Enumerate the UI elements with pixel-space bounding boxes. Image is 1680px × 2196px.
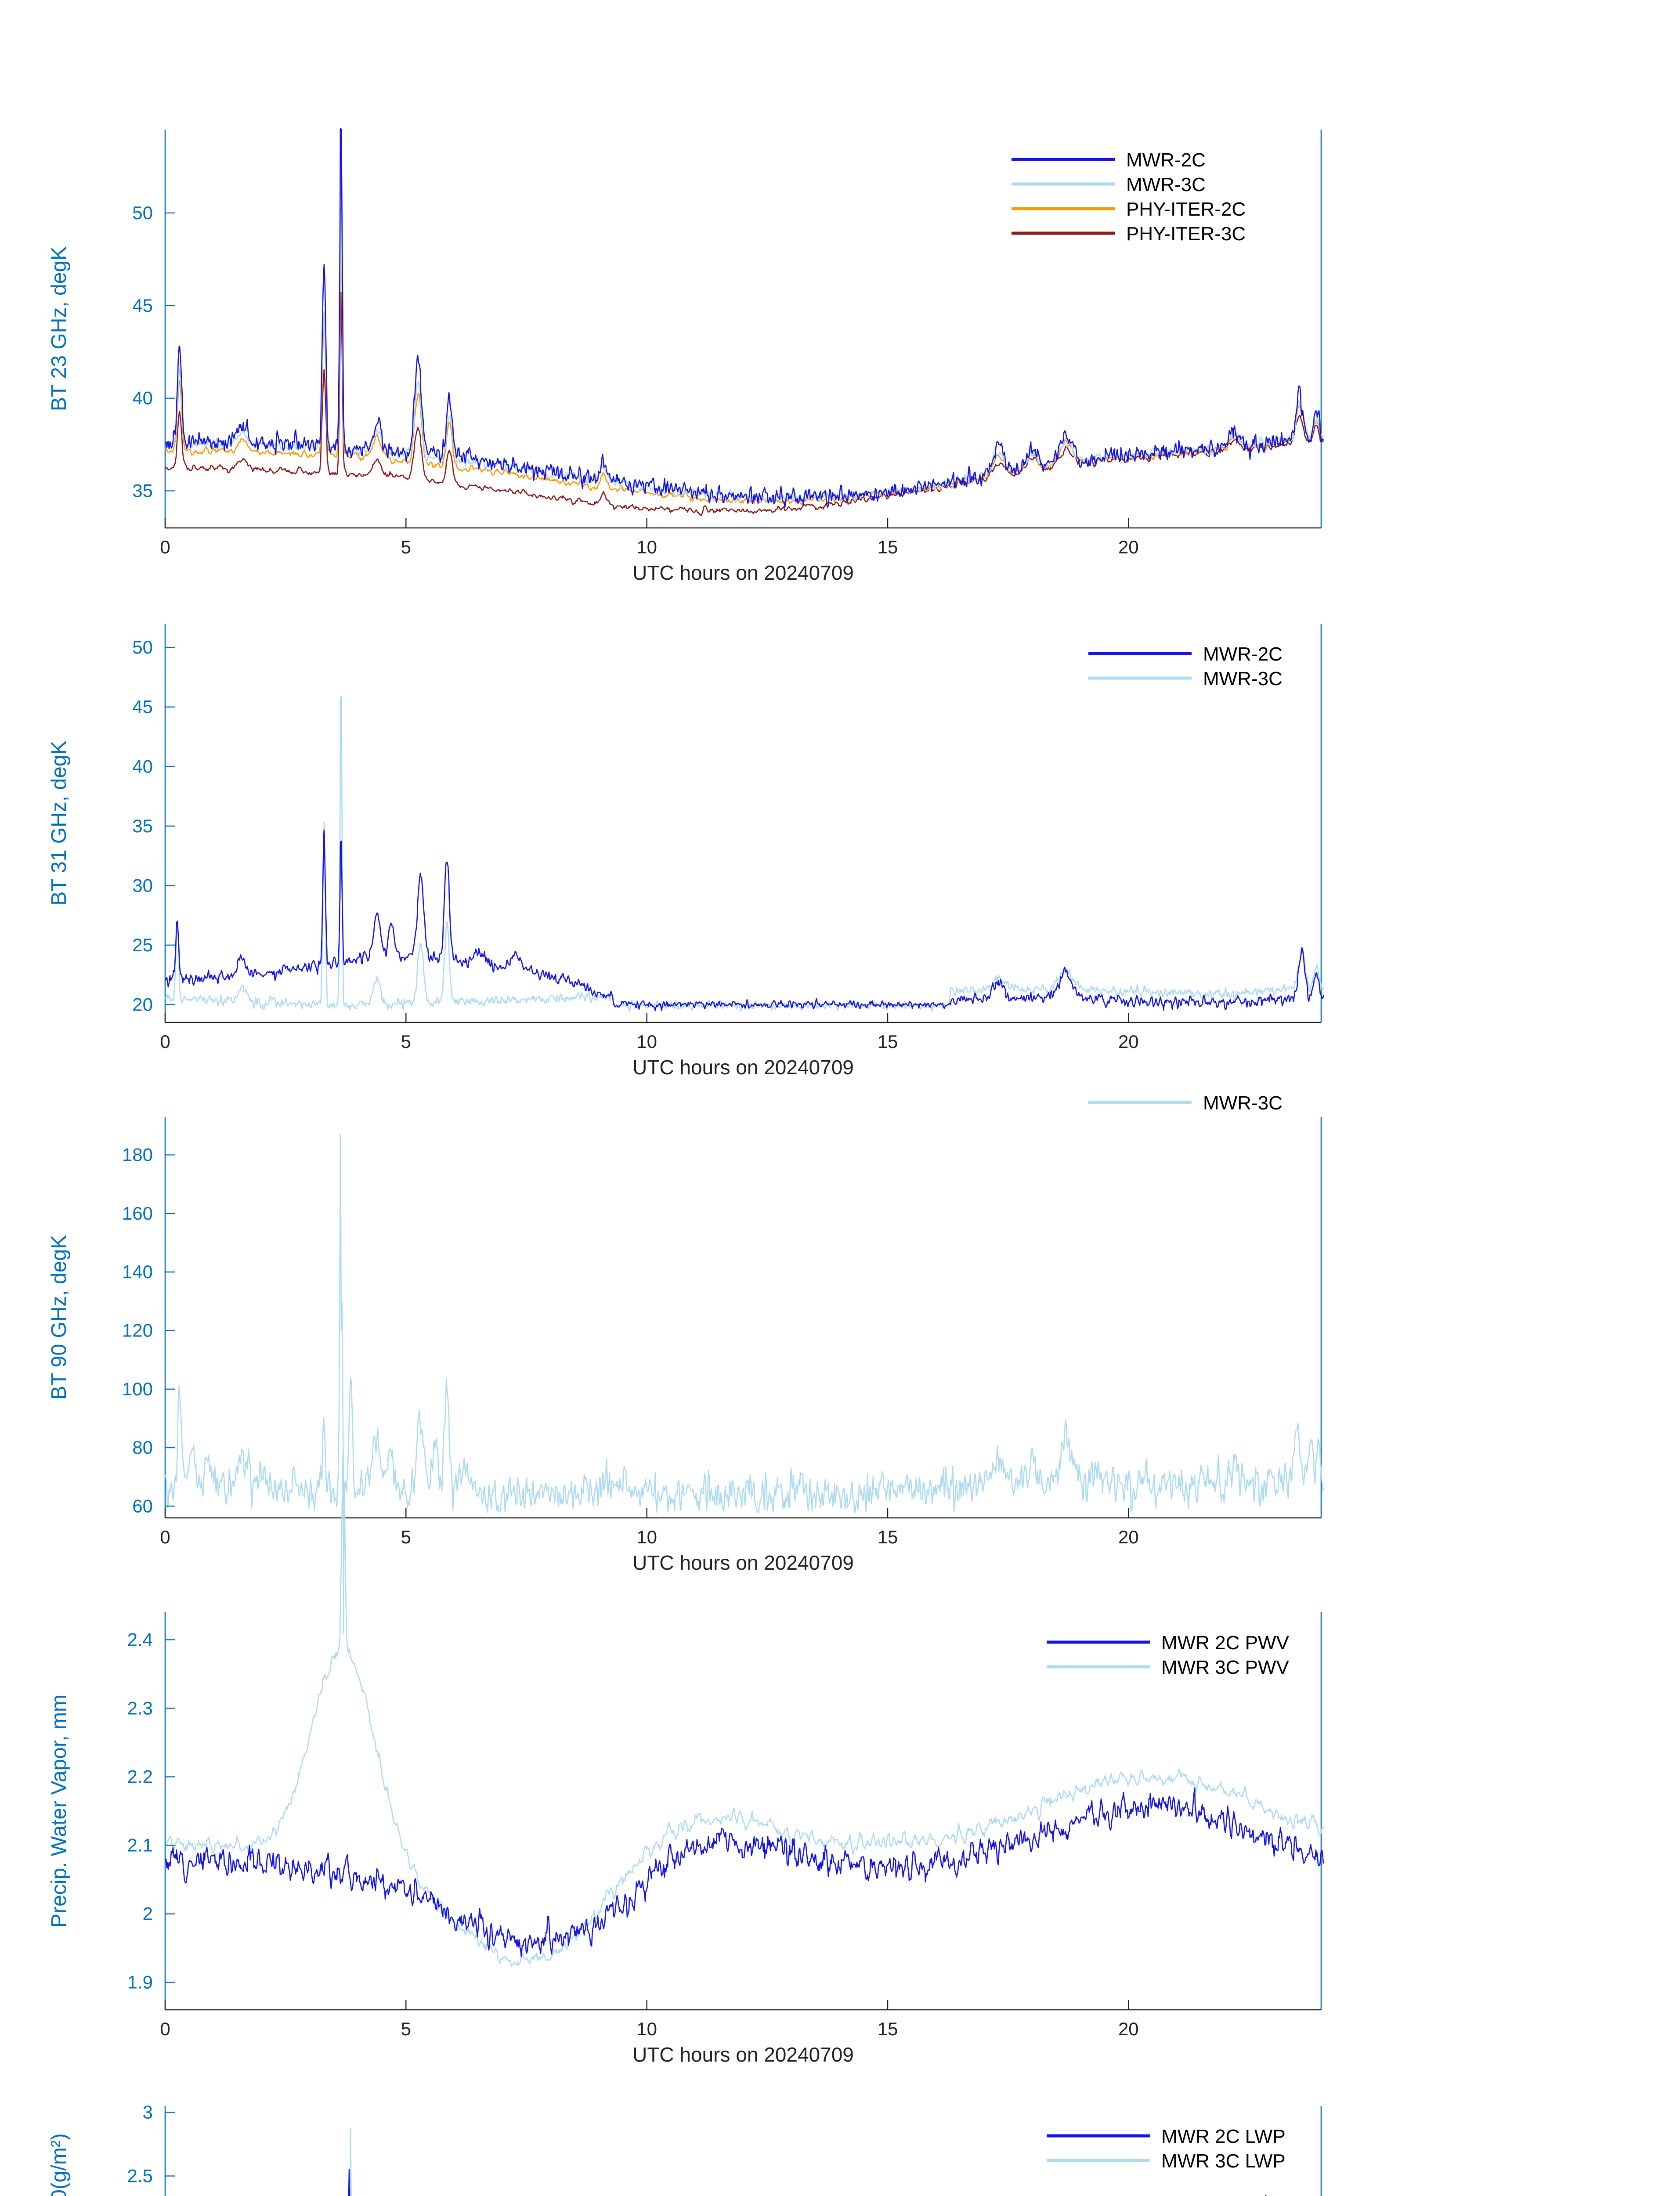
svg-text:2.1: 2.1 [127,1835,153,1856]
svg-text:80: 80 [132,1437,153,1458]
svg-text:15: 15 [878,1031,898,1052]
svg-text:MWR-2C: MWR-2C [1126,149,1206,171]
svg-text:BT 90 GHz, degK: BT 90 GHz, degK [47,1235,71,1400]
svg-text:50: 50 [132,202,153,223]
svg-text:5: 5 [401,537,411,557]
svg-text:MWR 3C LWP: MWR 3C LWP [1161,2150,1286,2172]
svg-text:0: 0 [160,1031,170,1052]
svg-text:2.3: 2.3 [127,1698,153,1718]
svg-text:5: 5 [401,1031,411,1052]
svg-text:60: 60 [132,1495,153,1516]
svg-text:BT 23 GHz, degK: BT 23 GHz, degK [47,246,71,411]
svg-text:3: 3 [143,2102,153,2123]
svg-text:2.5: 2.5 [127,2165,153,2186]
svg-text:20: 20 [1118,537,1139,557]
svg-text:10: 10 [636,1031,657,1052]
svg-text:PHY-ITER-2C: PHY-ITER-2C [1126,199,1246,220]
svg-text:0: 0 [160,2019,170,2039]
svg-text:35: 35 [132,480,153,501]
svg-text:20: 20 [1118,2019,1139,2039]
svg-text:140: 140 [122,1261,153,1282]
svg-text:10: 10 [636,537,657,557]
svg-text:2.2: 2.2 [127,1766,153,1787]
svg-text:0: 0 [160,1527,170,1547]
svg-text:15: 15 [878,1527,898,1547]
svg-text:40: 40 [132,388,153,408]
svg-text:20: 20 [132,994,153,1015]
svg-text:MWR 3C PWV: MWR 3C PWV [1161,1657,1290,1678]
svg-text:MWR 2C PWV: MWR 2C PWV [1161,1632,1290,1654]
svg-text:35: 35 [132,816,153,836]
svg-text:UTC hours on 20240709: UTC hours on 20240709 [632,1551,854,1574]
svg-text:45: 45 [132,295,153,316]
svg-text:Precip. Water Vapor, mm: Precip. Water Vapor, mm [47,1694,71,1928]
svg-text:1.9: 1.9 [127,1972,153,1993]
svg-text:20: 20 [1118,1031,1139,1052]
svg-text:40: 40 [132,756,153,777]
svg-text:20: 20 [1118,1527,1139,1547]
svg-text:180: 180 [122,1145,153,1165]
svg-text:0: 0 [160,537,170,557]
svg-text:BT 31 GHz, degK: BT 31 GHz, degK [47,740,71,905]
svg-text:5: 5 [401,2019,411,2039]
svg-text:5: 5 [401,1527,411,1547]
svg-text:UTC hours on 20240709: UTC hours on 20240709 [632,561,854,584]
svg-text:15: 15 [878,537,898,557]
svg-text:50: 50 [132,637,153,657]
svg-text:UTC hours on 20240709: UTC hours on 20240709 [632,1056,854,1079]
svg-text:30: 30 [132,875,153,896]
svg-text:10: 10 [636,1527,657,1547]
svg-text:PHY-ITER-3C: PHY-ITER-3C [1126,223,1246,245]
svg-text:10: 10 [636,2019,657,2039]
svg-text:MWR-3C: MWR-3C [1203,1092,1283,1114]
svg-text:2.4: 2.4 [127,1629,153,1650]
svg-text:45: 45 [132,697,153,717]
svg-text:100: 100 [122,1379,153,1399]
svg-text:MWR-3C: MWR-3C [1126,174,1206,195]
svg-text:25: 25 [132,935,153,955]
svg-text:MWR-2C: MWR-2C [1203,643,1283,665]
svg-text:15: 15 [878,2019,898,2039]
svg-text:MWR-3C: MWR-3C [1203,668,1283,690]
svg-text:120: 120 [122,1320,153,1341]
svg-text:MWR 2C LWP: MWR 2C LWP [1161,2126,1286,2147]
svg-text:UTC hours on 20240709: UTC hours on 20240709 [632,2043,854,2066]
svg-text:2: 2 [143,1903,153,1924]
svg-text:log10 Liquid Water Path, log10: log10 Liquid Water Path, log10(g/m²) [47,2133,71,2196]
svg-text:160: 160 [122,1203,153,1224]
